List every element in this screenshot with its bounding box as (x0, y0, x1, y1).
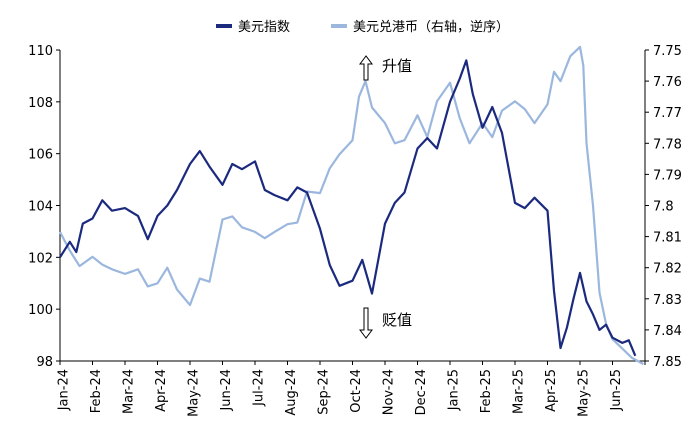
annotation-depreciation-label: 贬值 (382, 311, 412, 329)
legend-label-usdhkd: 美元兑港币（右轴，逆序） (353, 19, 509, 35)
legend: 美元指数 美元兑港币（右轴，逆序） (216, 19, 509, 35)
x-tick-label: Jul-24 (252, 369, 267, 407)
x-tick-label: Jan-25 (447, 369, 462, 411)
x-tick-label: Feb-24 (89, 369, 104, 413)
y-left-tick-label: 104 (28, 200, 53, 215)
x-tick-label: Nov-24 (382, 369, 397, 415)
y-left-tick-label: 110 (28, 44, 53, 59)
y-right-tick-label: 7.77 (653, 106, 682, 121)
annotation-depreciation: 贬值 (359, 307, 412, 339)
x-tick-label: Jan-24 (57, 369, 72, 411)
y-right-ticks: 7.75 7.76 7.77 7.78 7.79 7.8 7.81 7.82 7.83 7.84 7… (645, 44, 682, 370)
x-tick-label: Apr-25 (544, 369, 559, 412)
y-right-tick-label: 7.79 (653, 168, 682, 183)
y-left-ticks: 98 100 102 104 106 108 110 (28, 44, 60, 370)
y-right-tick-label: 7.82 (653, 262, 682, 277)
x-tick-label: Sep-24 (317, 369, 332, 415)
x-tick-label: Aug-24 (284, 369, 299, 416)
x-tick-label: Dec-24 (414, 369, 429, 415)
y-right-tick-label: 7.8 (653, 200, 674, 215)
y-right-tick-label: 7.76 (653, 75, 682, 90)
x-tick-label: Mar-25 (512, 369, 527, 414)
y-left-tick-label: 98 (36, 355, 53, 370)
annotation-appreciation: 升值 (359, 55, 412, 81)
series-line-usdhkd (59, 45, 644, 366)
arrow-down-icon (359, 307, 373, 339)
y-left-tick-label: 106 (28, 148, 53, 163)
x-tick-label: Oct-24 (349, 369, 364, 413)
x-tick-label: May-25 (577, 369, 592, 417)
x-tick-label: Mar-24 (122, 369, 137, 414)
x-tick-label: Feb-25 (479, 369, 494, 413)
y-right-tick-label: 7.84 (653, 324, 682, 339)
y-left-tick-label: 108 (28, 96, 53, 111)
series-line-dxy (59, 59, 637, 357)
y-right-tick-label: 7.85 (653, 355, 682, 370)
x-ticks: Jan-24 Feb-24 Mar-24 Apr-24 May-24 Jun-24 Jul-… (57, 361, 646, 417)
x-tick-label: Apr-24 (154, 369, 169, 412)
y-right-tick-label: 7.83 (653, 293, 682, 308)
y-right-tick-label: 7.75 (653, 44, 682, 59)
arrow-up-icon (359, 55, 373, 81)
y-left-tick-label: 102 (28, 251, 53, 266)
x-tick-label: May-24 (187, 369, 202, 417)
y-right-tick-label: 7.78 (653, 137, 682, 152)
x-tick-label: Jun-24 (219, 369, 234, 412)
y-left-tick-label: 100 (28, 303, 53, 318)
x-tick-label: Jun-25 (609, 369, 624, 412)
legend-label-dxy: 美元指数 (238, 20, 290, 35)
y-right-tick-label: 7.81 (653, 231, 682, 246)
annotation-appreciation-label: 升值 (382, 57, 412, 75)
